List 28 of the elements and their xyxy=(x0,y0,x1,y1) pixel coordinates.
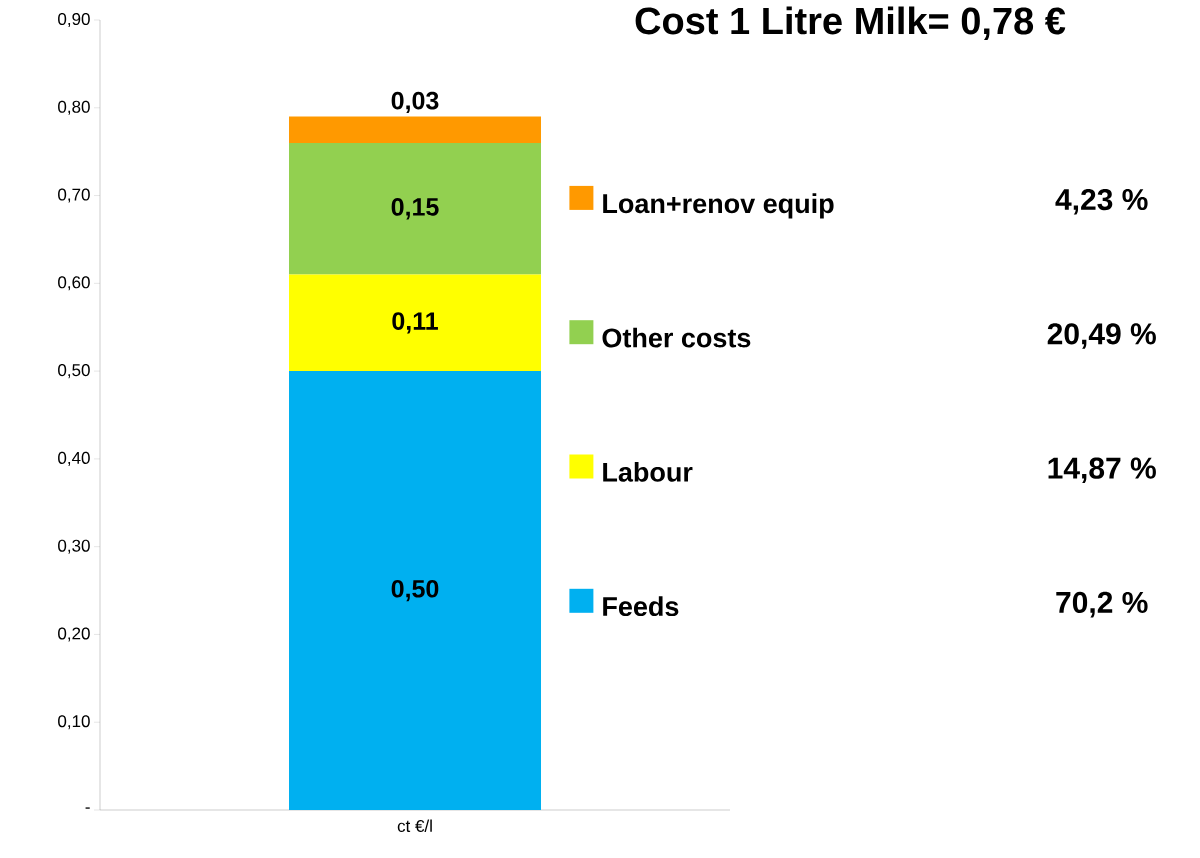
y-tick-label: 0,60 xyxy=(58,276,90,291)
y-tick-label: 0,90 xyxy=(58,12,90,28)
data-label: 0,50 xyxy=(391,579,439,602)
bar xyxy=(289,142,541,275)
y-tick-label: 0,80 xyxy=(58,100,90,115)
text: 70,2 % xyxy=(1056,591,1148,618)
legend-label: Feeds xyxy=(603,596,679,617)
y-tick-label: 0,70 xyxy=(58,188,90,203)
legend-label: Labour xyxy=(603,461,693,482)
y-tick-label: - xyxy=(85,807,90,809)
y-tick-label: 0,40 xyxy=(58,451,90,466)
text: 4,23 % xyxy=(1055,188,1148,215)
data-label: 0,03 xyxy=(391,91,439,114)
y-tick-label: 0,10 xyxy=(58,715,90,730)
data-label: 0,15 xyxy=(391,198,439,220)
text: Cost 1 Litre Milk= 0,78 € xyxy=(635,6,1066,40)
y-tick-label: 0,20 xyxy=(58,627,90,642)
bar xyxy=(289,116,541,143)
text: 20,49 % xyxy=(1047,323,1156,349)
text: 14,87 % xyxy=(1048,457,1156,484)
bar xyxy=(289,371,541,810)
x-tick-label: ct €/l xyxy=(397,819,432,833)
y-tick-label: 0,30 xyxy=(58,539,90,554)
bar xyxy=(289,274,541,372)
legend-label: Loan+renov equip xyxy=(603,193,834,219)
y-tick-label: 0,50 xyxy=(58,364,90,379)
data-label: 0,11 xyxy=(392,312,438,334)
legend-label: Other costs xyxy=(602,327,751,348)
